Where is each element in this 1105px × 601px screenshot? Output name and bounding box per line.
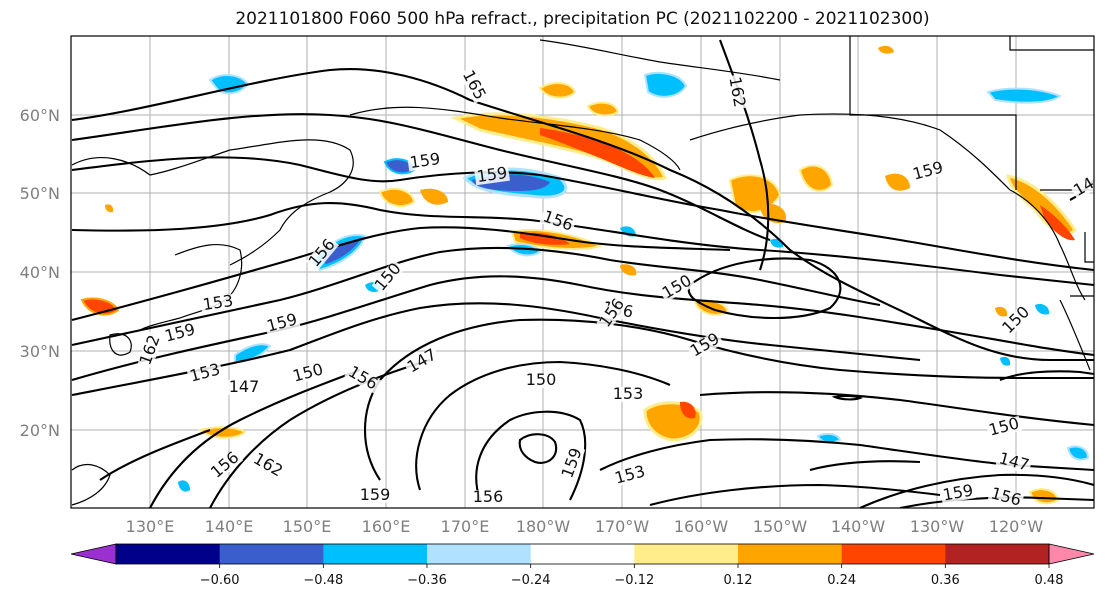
contour-label-bg <box>539 208 577 235</box>
contour-label-bg <box>611 387 645 402</box>
colorbar-segment <box>738 544 843 564</box>
contour-label-bg <box>207 448 244 483</box>
contour-label: 153 <box>613 384 644 403</box>
lon-label: 130°W <box>910 517 965 536</box>
colorbar-tick-label: 0.36 <box>931 573 960 588</box>
colorbar-tick-label: −0.24 <box>511 573 551 588</box>
contour-label-bg <box>987 485 1025 510</box>
lon-label: 130°E <box>126 517 175 536</box>
colorbar: −0.60 −0.48 −0.36 −0.24 −0.12 0.12 0.24 0.36 0.4… <box>70 543 1095 588</box>
contour-label: 159 <box>408 149 441 172</box>
colorbar-frame <box>115 543 1050 565</box>
contour-label-bg <box>611 463 649 488</box>
contour-label-bg <box>471 490 505 505</box>
colorbar-tick-label: −0.48 <box>303 573 343 588</box>
contour-label-bg <box>227 380 261 395</box>
contour-label-bg <box>249 450 287 481</box>
longitude-labels: 130°E 140°E 150°E 160°E 170°E 180°W 170°… <box>126 517 1044 536</box>
contour-label: 159 <box>360 485 391 504</box>
contour-label-bg <box>371 259 406 296</box>
contour-label-bg <box>999 303 1034 338</box>
lon-label: 180°W <box>516 517 571 536</box>
lat-label: 60°N <box>20 106 60 125</box>
contour-label-bg <box>909 159 947 184</box>
lon-label: 170°W <box>595 517 650 536</box>
contour-label-bg <box>458 66 489 104</box>
colorbar-segment <box>427 544 532 564</box>
colorbar-segment <box>945 544 1050 564</box>
contour-label: 156 <box>473 487 504 506</box>
colorbar-segment <box>116 544 221 564</box>
colorbar-segment <box>219 544 324 564</box>
contour-label-bg <box>726 74 747 111</box>
contour-label: 147 <box>229 377 260 396</box>
contour-label: 153 <box>201 291 234 314</box>
contour-label-bg <box>407 151 443 172</box>
lat-label: 30°N <box>20 342 60 361</box>
latitude-labels: 60°N 50°N 40°N 30°N 20°N <box>20 106 60 440</box>
contour-labels: 165 1621591591561561501531591621531591471… <box>135 66 1099 510</box>
colorbar-tick-label: 0.12 <box>724 573 753 588</box>
colorbar-tick-label: −0.12 <box>614 573 654 588</box>
lon-label: 160°W <box>674 517 729 536</box>
contour-label-bg <box>995 450 1033 475</box>
contour-label-bg <box>186 361 224 386</box>
refractivity-contours <box>71 39 1094 508</box>
lon-label: 160°E <box>362 517 411 536</box>
colorbar-tick-label: 0.48 <box>1035 573 1064 588</box>
contour-label-bg <box>358 488 392 503</box>
lon-label: 140°E <box>205 517 254 536</box>
contour-label-bg <box>985 415 1023 440</box>
contour-label-bg <box>137 331 164 369</box>
lon-label: 150°W <box>753 517 808 536</box>
contour-label-bg <box>305 235 340 272</box>
contour-label-bg <box>161 321 199 346</box>
contour-label-bg <box>559 444 586 482</box>
contour-label: 150 <box>526 370 557 389</box>
colorbar-extend-max <box>1048 543 1095 565</box>
lat-label: 40°N <box>20 263 60 282</box>
colorbar-segment <box>841 544 946 564</box>
contour-label-bg <box>686 330 724 361</box>
colorbar-segment <box>530 544 635 564</box>
contour-label-bg <box>263 311 301 336</box>
map-frame <box>70 35 1095 509</box>
contour-label-bg <box>474 165 510 186</box>
contour-label-bg <box>344 363 382 394</box>
contour-label-bg <box>289 361 327 386</box>
contour-label-bg <box>524 373 558 388</box>
map-title: 2021101800 F060 500 hPa refract., precip… <box>235 9 930 29</box>
lon-label: 170°E <box>441 517 490 536</box>
colorbar-tick-label: −0.60 <box>200 573 240 588</box>
contour-label-bg <box>200 293 236 314</box>
lat-label: 50°N <box>20 184 60 203</box>
contour-label-bg <box>658 272 696 303</box>
lon-label: 150°E <box>283 517 332 536</box>
lon-label: 140°W <box>831 517 886 536</box>
precip-shading <box>80 45 1090 505</box>
colorbar-tick-label: −0.36 <box>407 573 447 588</box>
contour-label-bg <box>1070 174 1099 200</box>
colorbar-tick-label: 0.24 <box>827 573 856 588</box>
coastlines <box>71 36 1094 506</box>
lat-label: 20°N <box>20 421 60 440</box>
lon-label: 120°W <box>989 517 1044 536</box>
contour-label-bg <box>403 346 441 377</box>
colorbar-segment <box>323 544 428 564</box>
colorbar-segment <box>634 544 739 564</box>
colorbar-extend-min <box>70 543 117 565</box>
contour-label-bg <box>596 295 629 332</box>
contour-label-bg <box>940 483 977 504</box>
contour-label: 159 <box>475 163 508 186</box>
